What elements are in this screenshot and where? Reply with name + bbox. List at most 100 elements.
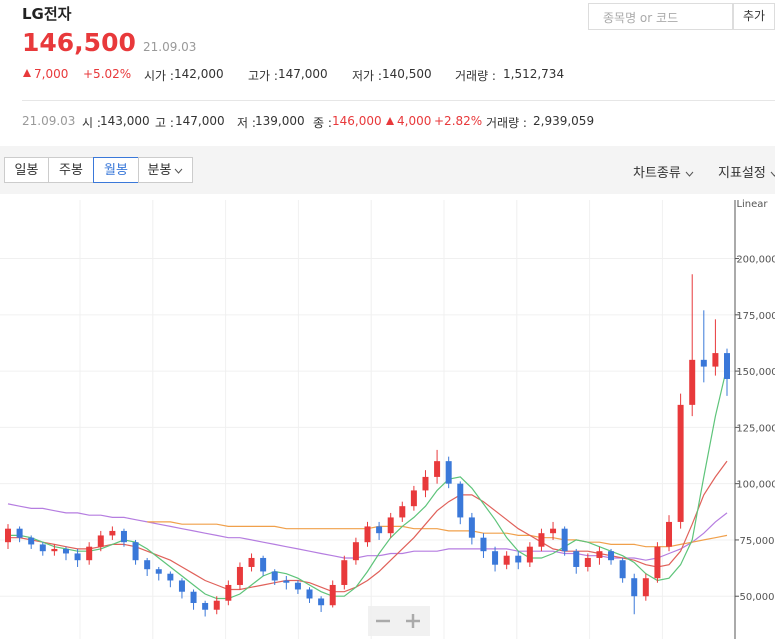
daily-volume: 2,939,059 [533,114,595,128]
candle-body [724,353,730,379]
stat-value: 147,000 [278,67,328,81]
candle-body [51,548,58,552]
candle-body [700,359,707,367]
daily-label: 저 : [237,116,256,130]
candle-body [364,526,371,543]
search-box[interactable]: 종목명 or 코드 [588,3,733,30]
candle-body [561,528,568,552]
candle-body [132,542,139,561]
scale-label: Linear [736,199,768,210]
candle-body [666,521,673,547]
candle-body [526,546,533,563]
moving-average [8,460,728,593]
candle-body [399,506,406,518]
candle-body [248,557,255,567]
candle-body [596,551,603,558]
candle-body [283,580,290,583]
candle-body [97,535,104,547]
candle-body [341,560,348,585]
candle-body [236,566,243,585]
candle-body [642,578,649,597]
candle-body [376,526,383,534]
menu-label: 지표설정 [718,166,766,181]
candle-body [86,546,93,561]
candle-body [492,551,499,565]
candle-body [5,528,11,543]
y-tick-label: 125,000 [736,423,775,434]
change-pct: +5.02% [83,67,132,81]
moving-average [7,503,728,561]
candle-body [144,560,151,570]
zoom-controls[interactable] [368,606,430,636]
candle-body [271,571,278,581]
daily-value: 139,000 [255,114,305,128]
candle-body [318,598,325,606]
tab[interactable]: 주봉 [48,157,94,183]
change: 7,000 [34,67,69,81]
daily-value: 146,000 [332,114,382,128]
tab[interactable]: 일봉 [4,157,49,183]
stock-price: 146,500 [22,28,136,57]
candle-body [619,560,626,579]
candle-body [550,528,557,534]
daily-date: 21.09.03 [22,114,76,128]
candle-body [213,600,220,610]
candle-body [294,582,301,590]
moving-average [8,366,728,600]
daily-change: 4,000 [397,114,432,128]
candle-body [39,544,46,552]
candle-body [190,591,197,603]
price-date: 21.09.03 [143,40,197,54]
candle-body [654,546,661,579]
candle-body [167,573,174,581]
candle-body [306,589,313,599]
y-tick-label: 50,000 [740,592,775,603]
candle-body [422,476,429,491]
chevron [175,168,183,174]
candle-body [352,542,359,561]
candle-body [260,557,267,572]
daily-label: 종 : [313,116,332,130]
y-tick-label: 175,000 [736,311,775,322]
stat-label: 고가 : [248,69,278,83]
candle-body [329,584,336,606]
add-button[interactable]: 추가 [733,3,775,30]
candle-body [584,557,591,567]
stat-label: 거래량 : [455,69,496,83]
daily-change-pct: +2.82% [434,114,483,128]
tab[interactable]: 월봉 [93,157,139,183]
y-tick-label: 150,000 [736,367,775,378]
daily-volume-label: 거래량 : [486,116,527,130]
chevron [770,171,775,177]
divider [22,100,775,101]
daily-value: 143,000 [100,114,150,128]
chevron [685,171,694,177]
candle-body [689,359,696,405]
candle-body [225,584,232,601]
tab[interactable]: 분봉 [138,157,193,183]
menu-chart-type[interactable]: 차트종류 [633,162,694,181]
candle-body [434,461,441,477]
y-tick-label: 75,000 [740,536,775,547]
candle-body [62,548,69,554]
stat-value: 140,500 [382,67,432,81]
daily-value: 147,000 [175,114,225,128]
candle-body [16,528,23,538]
candle-body [468,517,475,538]
y-tick-label: 200,000 [736,255,775,266]
candle-body [155,569,162,574]
y-tick-label: 100,000 [736,480,775,491]
candle-body [480,537,487,552]
stat-label: 저가 : [352,69,382,83]
candle-body [109,530,116,536]
moving-average [147,521,728,548]
candle-body [178,580,185,592]
daily-label: 시 : [82,116,101,130]
stat-label: 시가 : [144,69,174,83]
candle-body [202,602,209,610]
candle-body [503,555,510,565]
menu-indicator[interactable]: 지표설정 [718,162,775,181]
menu-label: 차트종류 [633,166,681,181]
